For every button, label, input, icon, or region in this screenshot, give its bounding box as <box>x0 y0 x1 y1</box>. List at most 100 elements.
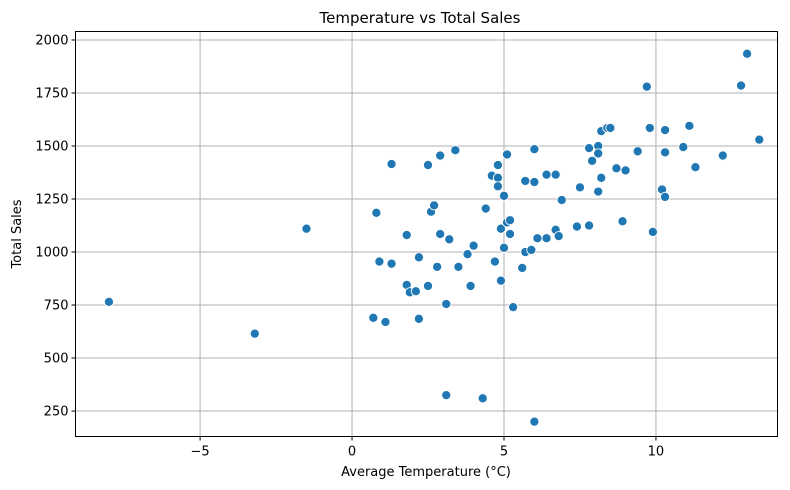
data-point <box>374 256 385 267</box>
data-point <box>498 242 510 253</box>
data-point <box>480 203 491 214</box>
data-point <box>684 120 695 131</box>
y-tick-label: 1750 <box>35 86 68 101</box>
data-point <box>754 134 765 145</box>
x-tick-label: −5 <box>191 445 210 460</box>
data-point <box>441 390 452 401</box>
data-point <box>413 313 424 324</box>
data-point <box>571 221 582 232</box>
data-point <box>541 233 552 244</box>
data-point <box>489 256 500 267</box>
data-point <box>526 244 537 255</box>
data-point <box>505 215 516 226</box>
data-point <box>508 302 519 313</box>
data-point <box>517 262 528 273</box>
data-point <box>492 181 503 192</box>
data-point <box>368 312 379 323</box>
data-point <box>413 252 424 263</box>
data-point <box>422 160 434 171</box>
data-point <box>593 186 604 197</box>
data-point <box>641 81 652 92</box>
data-point <box>593 148 604 159</box>
data-points <box>103 48 765 427</box>
data-point <box>410 286 421 297</box>
data-point <box>495 223 507 234</box>
x-tick-label: 0 <box>348 445 356 460</box>
data-point <box>584 143 595 154</box>
data-point <box>690 162 701 173</box>
data-point <box>492 160 503 171</box>
data-point <box>647 226 658 237</box>
plot-frame <box>75 31 778 437</box>
x-tick-label: 5 <box>500 445 508 460</box>
data-point <box>574 182 586 193</box>
data-point <box>587 155 598 166</box>
chart-title: Temperature vs Total Sales <box>319 9 521 27</box>
grid-lines <box>75 31 778 437</box>
data-point <box>422 280 434 292</box>
data-point <box>620 165 631 176</box>
data-point <box>498 190 510 201</box>
data-point <box>505 228 516 240</box>
data-point <box>432 261 443 272</box>
y-tick-label: 1250 <box>35 193 68 208</box>
data-point <box>450 145 461 156</box>
data-point <box>717 150 728 161</box>
data-point <box>735 80 747 91</box>
data-point <box>529 176 540 188</box>
y-tick-label: 500 <box>44 352 69 367</box>
data-point <box>435 150 446 161</box>
data-point <box>371 207 382 218</box>
data-point <box>605 122 616 134</box>
data-point <box>556 195 567 206</box>
data-point <box>465 280 476 292</box>
data-point <box>596 172 607 183</box>
data-point <box>429 200 440 211</box>
data-point <box>553 231 564 242</box>
data-point <box>462 249 473 260</box>
data-point <box>541 169 552 180</box>
y-tick-label: 1000 <box>35 246 68 261</box>
y-tick-label: 750 <box>44 299 69 314</box>
data-point <box>249 328 260 339</box>
data-point <box>550 169 561 180</box>
data-point <box>678 142 689 153</box>
axis-ticks: −5 0 5 10 250 500 750 1000 1250 1500 1750 2000 <box>35 33 664 459</box>
data-point <box>660 147 671 158</box>
data-point <box>520 175 531 187</box>
data-point <box>386 258 397 269</box>
y-tick-label: 1500 <box>35 140 68 155</box>
data-point <box>660 191 671 202</box>
y-tick-label: 250 <box>44 405 69 420</box>
data-point <box>477 393 488 404</box>
data-point <box>453 261 464 272</box>
data-point <box>660 125 671 136</box>
data-point <box>532 233 543 244</box>
x-tick-label: 10 <box>648 445 665 460</box>
data-point <box>380 316 391 328</box>
data-point <box>441 298 452 310</box>
y-tick-label: 2000 <box>35 33 68 48</box>
data-point <box>529 144 540 155</box>
data-point <box>468 240 479 251</box>
data-point <box>435 228 446 240</box>
data-point <box>644 122 655 134</box>
data-point <box>495 275 507 286</box>
data-point <box>501 149 513 160</box>
data-point <box>444 234 455 245</box>
data-point <box>584 220 595 231</box>
y-axis-title: Total Sales <box>10 199 25 269</box>
x-axis-title: Average Temperature (°C) <box>341 465 511 480</box>
data-point <box>611 163 622 174</box>
data-point <box>301 223 312 234</box>
data-point <box>401 230 412 241</box>
data-point <box>632 146 643 157</box>
data-point <box>386 158 397 170</box>
data-point <box>492 172 503 183</box>
data-point <box>742 48 753 59</box>
data-point <box>617 216 628 227</box>
data-point <box>529 416 540 427</box>
data-point <box>103 296 114 307</box>
